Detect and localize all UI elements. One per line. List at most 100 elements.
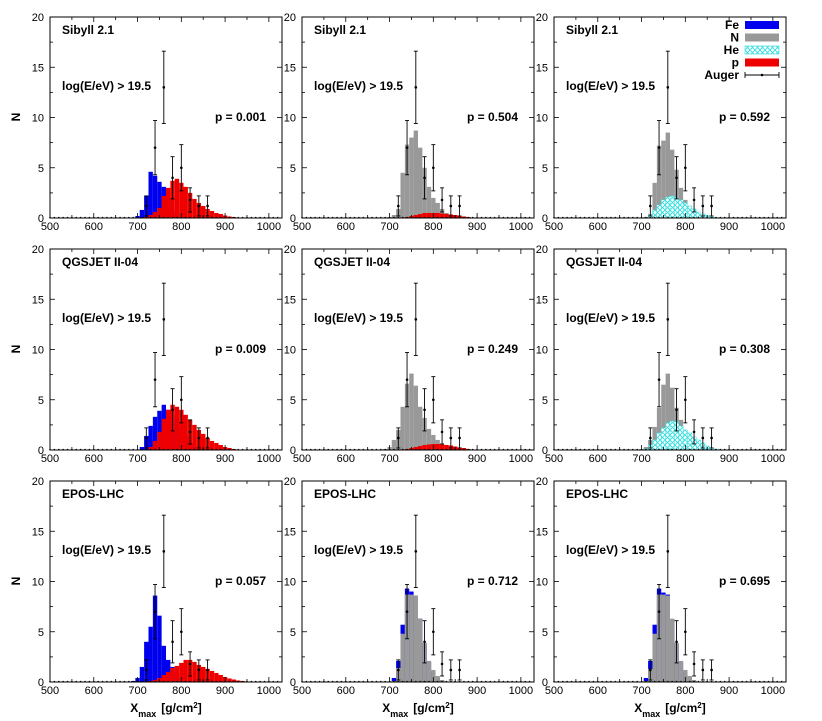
ticks	[49, 16, 282, 219]
bar-p	[183, 186, 188, 218]
x-tick-label: 800	[172, 685, 190, 697]
bar-N	[426, 660, 432, 682]
y-tick-label: 5	[38, 627, 44, 639]
bar-N	[661, 594, 666, 682]
bar-p	[174, 406, 180, 450]
bar-N	[431, 434, 436, 450]
auger-point	[153, 610, 157, 613]
bar-N	[656, 145, 662, 218]
bar-He	[687, 205, 693, 219]
bar-p	[426, 444, 432, 450]
x-axis-title: Xmax [g/cm2]	[382, 701, 454, 720]
bar-p	[148, 214, 153, 218]
bar-p	[183, 659, 188, 682]
auger-points	[144, 50, 210, 217]
auger-point	[171, 640, 174, 644]
bar-p	[418, 213, 423, 218]
x-tick-label: 1000	[257, 453, 281, 465]
bar-p	[435, 212, 440, 218]
bar-N	[670, 387, 675, 450]
y-tick-label: 15	[536, 62, 548, 74]
panel-3: 500 600 700 800 900 1000 0 5 10 15 20 Sibyll 2.1 log…	[536, 12, 787, 233]
energy-cut-label: log(E/eV) > 19.5	[62, 79, 151, 93]
bar-N	[665, 132, 670, 218]
x-tick-label: 500	[545, 685, 563, 697]
bar-N	[687, 675, 692, 682]
bar-He	[678, 425, 684, 451]
bar-Fe	[148, 425, 153, 450]
x-tick-label: 800	[676, 453, 694, 465]
series-N	[391, 594, 449, 682]
bar-Fe	[148, 171, 153, 218]
bar-He	[674, 197, 679, 219]
bar-N	[404, 383, 410, 450]
auger-points	[648, 50, 714, 217]
panel-8: 500 600 700 800 900 1000 0 5 10 15 20 EPOS-LHC log(E…	[284, 476, 535, 697]
auger-point	[710, 668, 713, 672]
bar-Fe	[643, 677, 649, 682]
y-tick-label: 5	[290, 163, 296, 175]
panel-9: 500 600 700 800 900 1000 0 5 10 15 20 EPOS-LHC log(E…	[536, 476, 787, 697]
bar-p	[209, 440, 215, 450]
bar-N	[670, 149, 675, 218]
bar-p	[174, 665, 180, 682]
auger-point	[153, 378, 157, 381]
bar-He	[665, 422, 671, 451]
bar-p	[166, 671, 171, 682]
bar-N	[665, 595, 670, 682]
auger-point	[397, 668, 400, 672]
x-tick-label: 800	[172, 221, 190, 233]
ticks	[553, 480, 786, 683]
bar-p	[166, 409, 171, 450]
energy-cut-label: log(E/eV) > 19.5	[566, 543, 655, 557]
bar-p	[227, 678, 232, 682]
auger-point	[423, 176, 426, 180]
y-tick-label: 20	[284, 12, 296, 24]
x-tick-label: 700	[128, 685, 146, 697]
y-tick-label: 15	[536, 294, 548, 306]
auger-point	[405, 610, 409, 613]
bar-p	[214, 672, 219, 682]
p-value: p = 0.057	[215, 574, 266, 588]
energy-cut-label: log(E/eV) > 19.5	[566, 79, 655, 93]
auger-points	[144, 282, 210, 449]
auger-point	[206, 668, 209, 672]
auger-point	[649, 668, 652, 672]
x-tick-label: 700	[380, 221, 398, 233]
bar-N	[418, 618, 423, 682]
bar-p	[192, 198, 197, 218]
bar-p	[192, 424, 197, 450]
bar-N	[652, 633, 657, 682]
bar-Fe	[139, 209, 145, 218]
x-tick-label: 700	[632, 221, 650, 233]
auger-point	[657, 378, 661, 381]
y-tick-label: 5	[38, 395, 44, 407]
auger-point	[397, 436, 400, 440]
model-label: Sibyll 2.1	[566, 23, 618, 37]
bar-p	[166, 187, 171, 218]
legend-label: He	[724, 43, 740, 57]
auger-point	[649, 436, 652, 440]
y-tick-label: 15	[536, 526, 548, 538]
p-value: p = 0.695	[719, 574, 770, 588]
bar-Fe	[157, 615, 162, 682]
bar-p	[218, 674, 223, 682]
bar-p	[218, 444, 223, 450]
x-tick-label: 800	[424, 221, 442, 233]
auger-point	[675, 640, 678, 644]
auger-point	[458, 204, 461, 208]
model-label: QGSJET II-04	[314, 255, 390, 269]
auger-point	[171, 176, 174, 180]
legend-swatch	[745, 21, 779, 29]
legend-swatch	[744, 45, 780, 55]
energy-cut-label: log(E/eV) > 19.5	[566, 311, 655, 325]
auger-point	[188, 198, 192, 202]
bar-N	[413, 130, 418, 218]
y-tick-label: 10	[284, 577, 296, 589]
y-tick-label: 15	[284, 294, 296, 306]
bar-p	[439, 213, 445, 218]
panel-6: 500 600 700 800 900 1000 0 5 10 15 20 QGSJET II-04 l…	[536, 244, 787, 465]
bar-N	[661, 384, 666, 450]
auger-point	[405, 378, 409, 381]
bar-Fe	[152, 175, 158, 218]
